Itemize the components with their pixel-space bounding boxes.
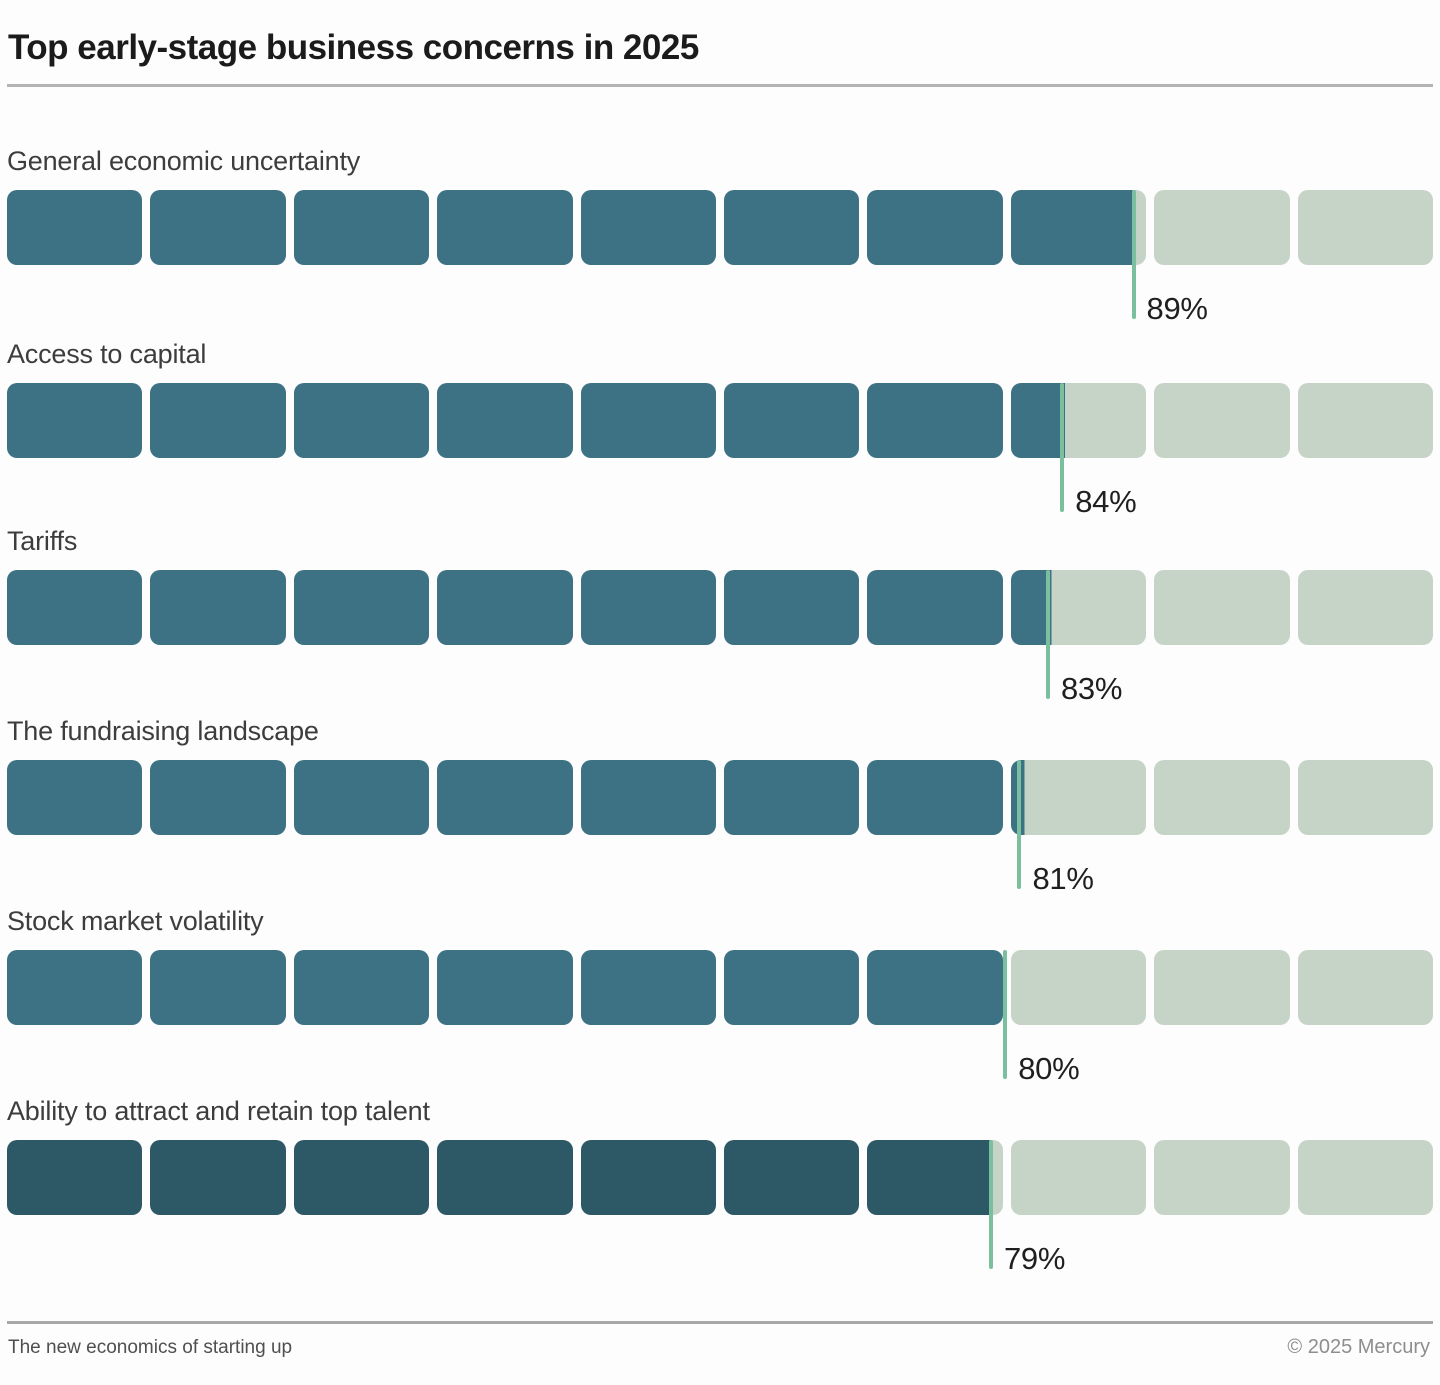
bar-block [1297, 950, 1434, 1025]
page-title: Top early-stage business concerns in 202… [8, 28, 699, 67]
value-label: 79% [1003, 1241, 1066, 1276]
bar-block [1010, 1140, 1147, 1215]
bar-block [7, 383, 143, 458]
bar-block [437, 950, 573, 1025]
segmented-bar [7, 950, 1434, 1025]
chart-row: Stock market volatility 80% [7, 906, 1434, 1086]
chart-row: The fundraising landscape 81% [7, 716, 1434, 896]
value-marker-line [1045, 570, 1050, 699]
category-label: The fundraising landscape [7, 716, 319, 746]
category-label: Tariffs [7, 526, 78, 556]
bar-block [1154, 570, 1290, 645]
chart-row: Access to capital 84% [7, 339, 1434, 519]
bar-block [580, 1140, 717, 1215]
category-label: Access to capital [7, 339, 207, 369]
value-label: 89% [1146, 291, 1208, 326]
value-marker-line [1131, 190, 1136, 319]
value-label: 80% [1018, 1051, 1080, 1086]
value-label: 84% [1075, 484, 1137, 519]
bar-block [1154, 190, 1290, 265]
value-marker-line [1060, 383, 1065, 512]
footer-divider [7, 1321, 1433, 1324]
segmented-bar [7, 1140, 1434, 1215]
bar-block [1297, 190, 1434, 265]
bar-block [724, 190, 860, 265]
bar-block [724, 950, 860, 1025]
bar-block [293, 190, 430, 265]
bar-block [1010, 760, 1147, 835]
bar-block [437, 383, 573, 458]
bar-block [1297, 570, 1434, 645]
bar-block [867, 1140, 1003, 1215]
bar-block [580, 383, 717, 458]
bar-block [293, 760, 430, 835]
bar-block [1297, 383, 1434, 458]
bar-block [437, 760, 573, 835]
bar-block [150, 760, 286, 835]
category-label: Stock market volatility [7, 906, 264, 936]
bar-block [1297, 1140, 1434, 1215]
value-marker-line [1003, 950, 1008, 1079]
chart-row: General economic uncertainty 89% [7, 146, 1434, 326]
bar-block [150, 950, 286, 1025]
value-label: 83% [1060, 671, 1123, 706]
value-marker-line [988, 1140, 993, 1269]
bar-block [1010, 570, 1147, 645]
bar-block [724, 1140, 860, 1215]
bar-block [1010, 950, 1147, 1025]
bar-block [867, 950, 1003, 1025]
bar-block [150, 383, 286, 458]
bar-block [1154, 1140, 1290, 1215]
value-marker-line [1017, 760, 1022, 889]
bar-block [724, 383, 860, 458]
footer-copyright: © 2025 Mercury [1287, 1336, 1430, 1358]
bar-block [293, 950, 430, 1025]
category-label: Ability to attract and retain top talent [7, 1096, 430, 1126]
bar-block [437, 190, 573, 265]
bar-block [437, 1140, 573, 1215]
bar-block [1010, 190, 1147, 265]
footer-caption: The new economics of starting up [8, 1337, 293, 1358]
bar-block [293, 1140, 430, 1215]
bar-block [867, 570, 1003, 645]
chart-row: Tariffs 83% [7, 526, 1434, 706]
bar-block [867, 383, 1003, 458]
bar-block [293, 570, 430, 645]
bar-block [1010, 383, 1147, 458]
segmented-bar [7, 760, 1434, 835]
bar-block [724, 570, 860, 645]
bar-block [867, 760, 1003, 835]
bar-block [7, 190, 143, 265]
segmented-bar [7, 383, 1434, 458]
bar-block [7, 570, 143, 645]
bar-block [1154, 383, 1290, 458]
bar-block [1297, 760, 1434, 835]
bar-block [150, 190, 286, 265]
bar-block [150, 1140, 286, 1215]
bar-block [580, 950, 717, 1025]
bar-block [580, 570, 717, 645]
bar-block [1154, 950, 1290, 1025]
bar-block [293, 383, 430, 458]
title-divider [7, 84, 1433, 87]
bar-block [724, 760, 860, 835]
segmented-bar [7, 570, 1434, 645]
bar-block [437, 570, 573, 645]
bar-block [150, 570, 286, 645]
bar-block [1154, 760, 1290, 835]
bar-block [580, 190, 717, 265]
bar-block [7, 1140, 143, 1215]
bar-block [867, 190, 1003, 265]
bar-block [7, 760, 143, 835]
segmented-bar [7, 190, 1434, 265]
bar-block [580, 760, 717, 835]
category-label: General economic uncertainty [7, 146, 361, 176]
bar-block [7, 950, 143, 1025]
chart-row: Ability to attract and retain top talent… [7, 1096, 1434, 1276]
value-label: 81% [1032, 861, 1094, 896]
